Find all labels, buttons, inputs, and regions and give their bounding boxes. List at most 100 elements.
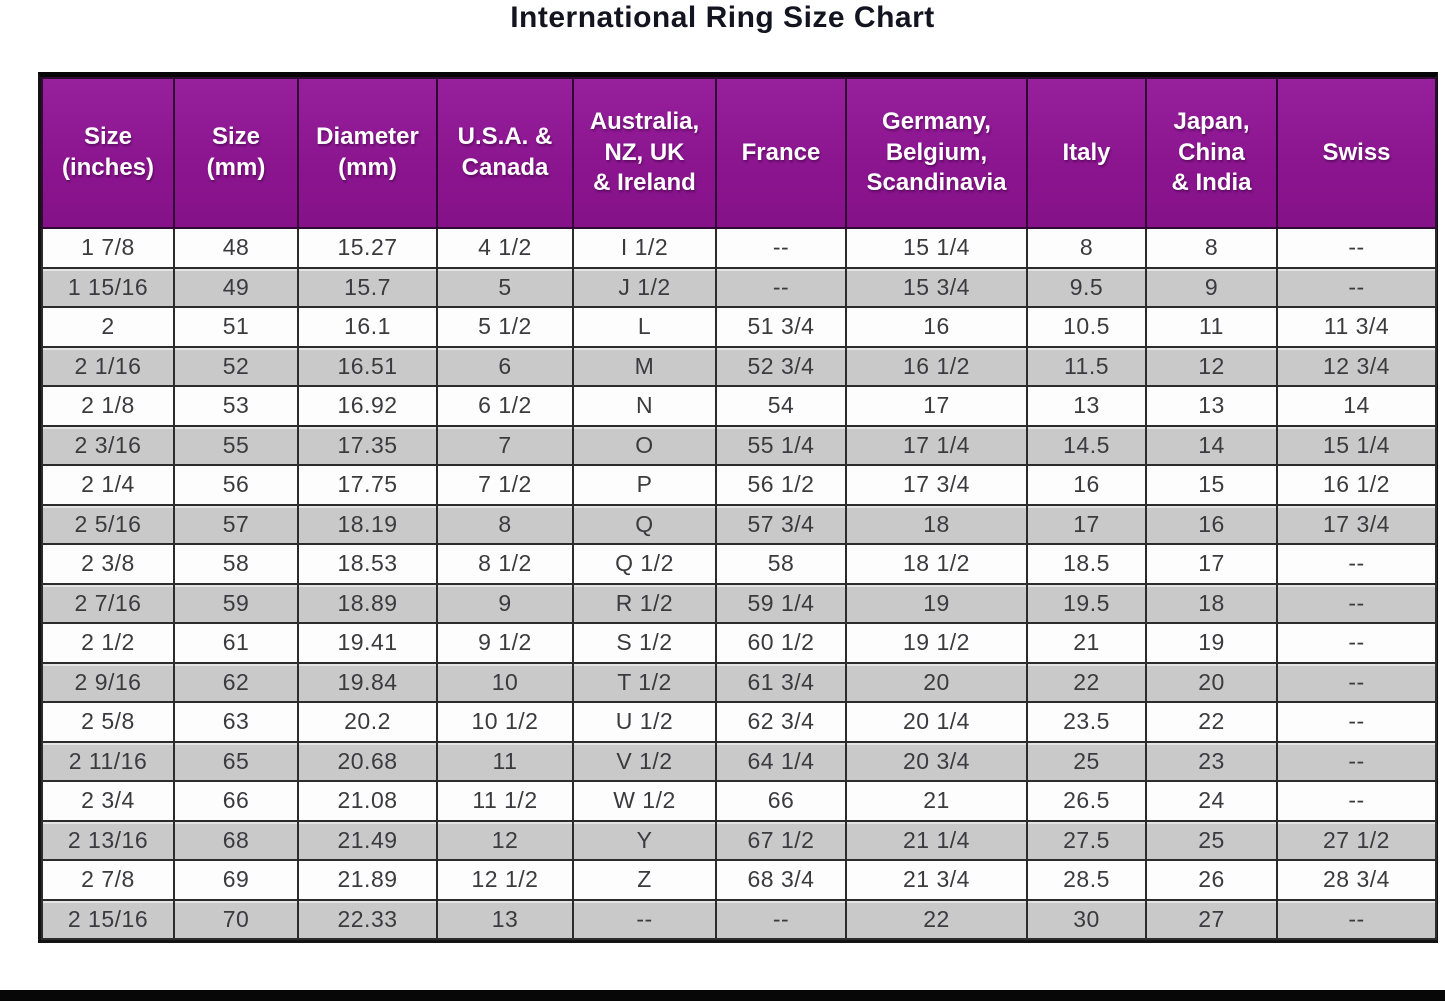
table-cell: 19	[845, 582, 1028, 624]
table-cell: 17	[1026, 503, 1147, 545]
table-cell: 20	[1145, 661, 1278, 703]
table-cell: 15 1/4	[845, 227, 1028, 269]
table-cell: L	[572, 306, 717, 348]
table-cell: 2 1/8	[41, 385, 175, 427]
table-row: 2 3/4 66 21.08 11 1/2 W 1/2 66 21 26.5 24 --	[41, 780, 1437, 822]
column-header-3: Diameter (mm)	[297, 77, 438, 229]
table-cell: 2 7/16	[41, 582, 175, 624]
table-cell: 2 5/8	[41, 701, 175, 743]
table-cell: 13	[1145, 385, 1278, 427]
table-cell: 11 3/4	[1276, 306, 1437, 348]
table-cell: 28 3/4	[1276, 859, 1437, 901]
table-cell: --	[1276, 582, 1437, 624]
table-cell: 66	[173, 780, 299, 822]
table-cell: 17	[1145, 543, 1278, 585]
table-cell: 18.53	[297, 543, 438, 585]
table-row: 2 1/16 52 16.51 6 M 52 3/4 16 1/2 11.5 12 12 3/4	[41, 345, 1437, 387]
table-cell: 7 1/2	[436, 464, 574, 506]
table-cell: --	[1276, 622, 1437, 664]
table-cell: 10.5	[1026, 306, 1147, 348]
table-cell: 61	[173, 622, 299, 664]
table-cell: 60 1/2	[715, 622, 847, 664]
table-cell: 4 1/2	[436, 227, 574, 269]
table-cell: 68	[173, 819, 299, 861]
table-cell: Y	[572, 819, 717, 861]
table-cell: --	[715, 266, 847, 308]
table-row: 2 5/16 57 18.19 8 Q 57 3/4 18 17 16 17 3/4	[41, 503, 1437, 545]
table-cell: 22.33	[297, 898, 438, 940]
table-cell: --	[1276, 780, 1437, 822]
table-cell: 14	[1276, 385, 1437, 427]
column-header-2: Size (mm)	[173, 77, 299, 229]
table-cell: 52	[173, 345, 299, 387]
table-cell: 18.5	[1026, 543, 1147, 585]
table-cell: 68 3/4	[715, 859, 847, 901]
table-cell: 2 9/16	[41, 661, 175, 703]
column-header-8: Italy	[1026, 77, 1147, 229]
table-cell: 8	[436, 503, 574, 545]
table-cell: 6 1/2	[436, 385, 574, 427]
table-cell: 2	[41, 306, 175, 348]
column-header-6: France	[715, 77, 847, 229]
table-cell: 20.2	[297, 701, 438, 743]
table-cell: 56 1/2	[715, 464, 847, 506]
table-cell: 21 1/4	[845, 819, 1028, 861]
table-cell: 20	[845, 661, 1028, 703]
table-cell: 6	[436, 345, 574, 387]
table-row: 1 15/16 49 15.7 5 J 1/2 -- 15 3/4 9.5 9 --	[41, 266, 1437, 308]
table-cell: 56	[173, 464, 299, 506]
table-row: 2 3/16 55 17.35 7 O 55 1/4 17 1/4 14.5 14 15 1/4	[41, 424, 1437, 466]
table-cell: 1 7/8	[41, 227, 175, 269]
table-cell: 2 1/2	[41, 622, 175, 664]
table-cell: 12 3/4	[1276, 345, 1437, 387]
table-cell: 2 5/16	[41, 503, 175, 545]
table-cell: 16.92	[297, 385, 438, 427]
table-cell: 14	[1145, 424, 1278, 466]
table-cell: 58	[173, 543, 299, 585]
table-cell: 52 3/4	[715, 345, 847, 387]
table-cell: 58	[715, 543, 847, 585]
table-cell: Z	[572, 859, 717, 901]
table-cell: 2 15/16	[41, 898, 175, 940]
table-cell: 19.41	[297, 622, 438, 664]
table-cell: 19 1/2	[845, 622, 1028, 664]
table-cell: 64 1/4	[715, 740, 847, 782]
table-cell: J 1/2	[572, 266, 717, 308]
table-row: 2 51 16.1 5 1/2 L 51 3/4 16 10.5 11 11 3/4	[41, 306, 1437, 348]
table-cell: --	[1276, 740, 1437, 782]
table-cell: 5	[436, 266, 574, 308]
table-cell: 17 3/4	[845, 464, 1028, 506]
table-cell: 9.5	[1026, 266, 1147, 308]
table-cell: 23	[1145, 740, 1278, 782]
table-cell: 57 3/4	[715, 503, 847, 545]
table-cell: 2 1/4	[41, 464, 175, 506]
page-title: International Ring Size Chart	[510, 1, 935, 34]
table-cell: 9	[436, 582, 574, 624]
table-cell: 15 3/4	[845, 266, 1028, 308]
table-cell: 70	[173, 898, 299, 940]
table-cell: 2 3/4	[41, 780, 175, 822]
table-cell: 8 1/2	[436, 543, 574, 585]
table-cell: 22	[1145, 701, 1278, 743]
table-cell: 55	[173, 424, 299, 466]
table-cell: 2 7/8	[41, 859, 175, 901]
table-cell: 27	[1145, 898, 1278, 940]
table-cell: --	[572, 898, 717, 940]
table-cell: 22	[1026, 661, 1147, 703]
table-cell: 16 1/2	[845, 345, 1028, 387]
table-cell: 12	[1145, 345, 1278, 387]
table-cell: 17	[845, 385, 1028, 427]
table-cell: 30	[1026, 898, 1147, 940]
table-cell: 21	[1026, 622, 1147, 664]
bottom-border-bar	[0, 990, 1445, 1001]
table-cell: 26	[1145, 859, 1278, 901]
table-head: Size (inches) Size (mm) Diameter (mm) U.S.A. &…	[41, 77, 1437, 229]
table-cell: 21.08	[297, 780, 438, 822]
table-row: 2 1/4 56 17.75 7 1/2 P 56 1/2 17 3/4 16 15 16 1/2	[41, 464, 1437, 506]
table-cell: 24	[1145, 780, 1278, 822]
table-cell: 11 1/2	[436, 780, 574, 822]
table-cell: 8	[1026, 227, 1147, 269]
table-cell: 62 3/4	[715, 701, 847, 743]
column-header-4: U.S.A. & Canada	[436, 77, 574, 229]
